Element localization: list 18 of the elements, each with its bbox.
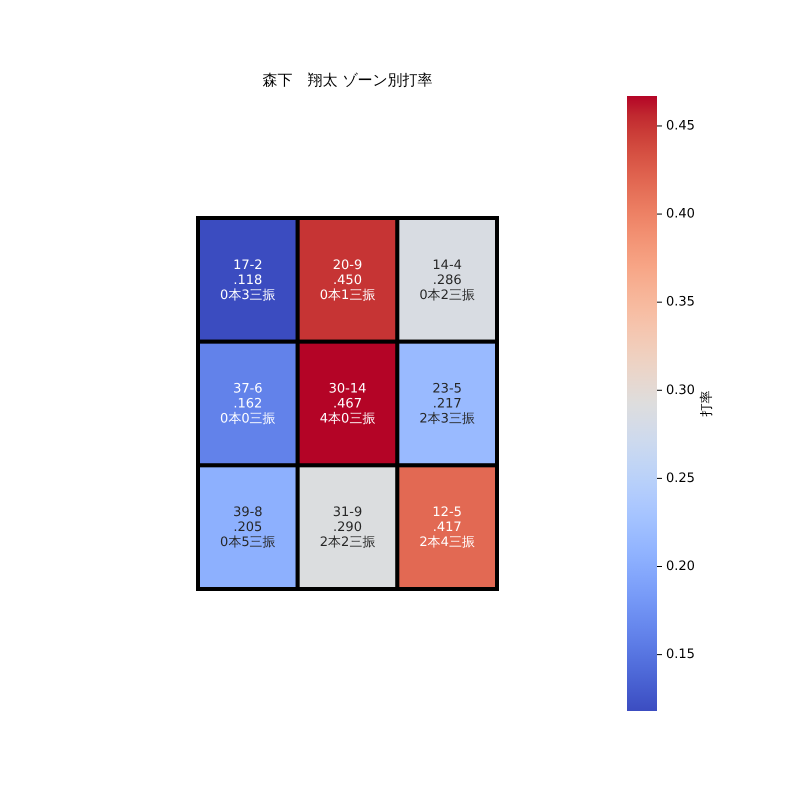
- colorbar-tick: 0.25: [666, 470, 695, 486]
- colorbar-tick: 0.40: [666, 206, 695, 222]
- title: 森下 翔太 ゾーン別打率: [262, 71, 432, 90]
- colorbar-tick: 0.30: [666, 382, 695, 398]
- colorbar-label: 打率: [700, 390, 715, 416]
- cell-label: 14-4 .286 0本2三振: [419, 257, 475, 302]
- cell-label: 30-14 .467 4本0三振: [320, 381, 376, 426]
- colorbar-tick: 0.20: [666, 559, 695, 574]
- cell-label: 23-5 .217 2本3三振: [419, 381, 475, 426]
- cell-label: 39-8 .205 0本5三振: [220, 504, 276, 550]
- cell-label: 20-9 .450 0本1三振: [320, 257, 376, 302]
- cell-label: 17-2 .118 0本3三振: [220, 257, 276, 302]
- colorbar-tick: 0.45: [666, 118, 695, 134]
- cell-label: 12-5 .417 2本4三振: [419, 504, 475, 550]
- cell-label: 31-9 .290 2本2三振: [320, 504, 376, 550]
- colorbar-tick: 0.35: [666, 294, 695, 310]
- colorbar-tick: 0.15: [666, 647, 695, 662]
- cell-label: 37-6 .162 0本0三振: [220, 381, 276, 426]
